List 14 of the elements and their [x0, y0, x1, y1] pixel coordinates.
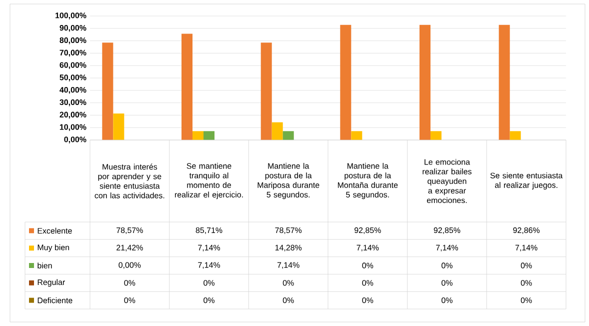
bar: [510, 131, 521, 140]
bar: [420, 24, 431, 140]
bar: [498, 24, 510, 140]
bar: [204, 131, 215, 140]
bar: [272, 122, 283, 140]
bar: [102, 42, 114, 140]
bar: [260, 42, 272, 140]
bar: [340, 24, 352, 140]
bar: [351, 131, 362, 140]
bar: [282, 131, 294, 140]
bar: [430, 131, 442, 140]
bar: [182, 34, 193, 140]
bar: [113, 113, 124, 140]
bar: [192, 131, 204, 140]
